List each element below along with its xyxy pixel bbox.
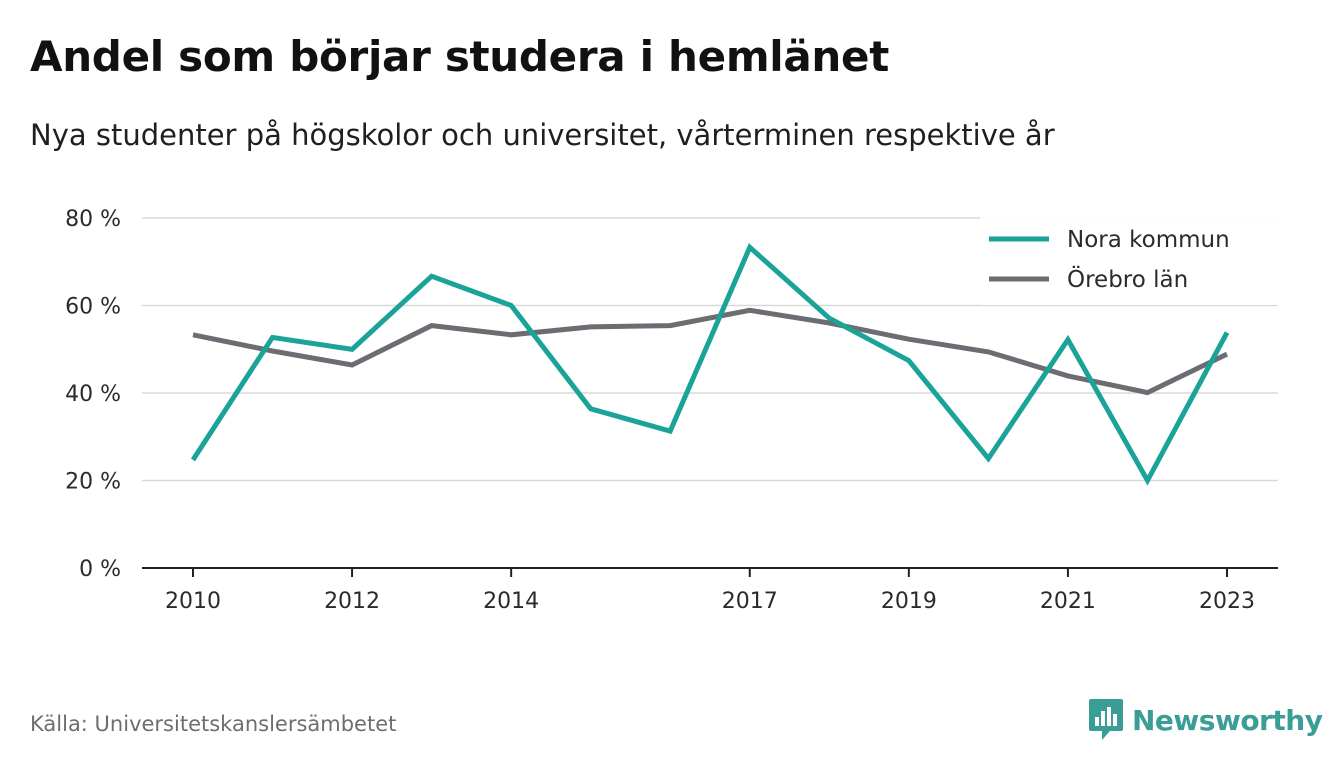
legend-label: Nora kommun [1067, 227, 1230, 253]
newsworthy-logo-icon [1089, 699, 1123, 740]
chart-subtitle: Nya studenter på högskolor och universit… [30, 118, 1055, 152]
series-line [190, 243, 1230, 486]
y-tick-label: 40 % [65, 382, 121, 407]
y-tick-label: 0 % [79, 557, 121, 582]
y-tick-label: 60 % [65, 295, 121, 320]
legend: Nora kommun Örebro län [980, 217, 1280, 305]
x-tick-label: 2012 [324, 589, 380, 614]
x-tick-label: 2019 [881, 589, 937, 614]
chart-title: Andel som börjar studera i hemlänet [30, 32, 889, 81]
source-note: Källa: Universitetskanslersämbetet [30, 712, 397, 736]
x-tick-label: 2021 [1040, 589, 1096, 614]
series-line [192, 307, 1229, 396]
brand-logo[interactable]: Newsworthy [1088, 698, 1323, 742]
legend-background [980, 217, 1280, 305]
x-tick-label: 2014 [483, 589, 539, 614]
series-lines [190, 243, 1230, 486]
y-axis-tick-labels: 0 % 20 % 40 % 60 % 80 % [65, 207, 121, 582]
x-tick-label: 2023 [1199, 589, 1255, 614]
y-tick-label: 20 % [65, 470, 121, 495]
y-tick-label: 80 % [65, 207, 121, 232]
x-axis: 2010 2012 2014 2017 2019 2021 2023 [142, 567, 1278, 614]
brand-name: Newsworthy [1132, 703, 1323, 737]
legend-label: Örebro län [1067, 265, 1188, 293]
x-tick-label: 2010 [165, 589, 221, 614]
x-tick-label: 2017 [722, 589, 778, 614]
